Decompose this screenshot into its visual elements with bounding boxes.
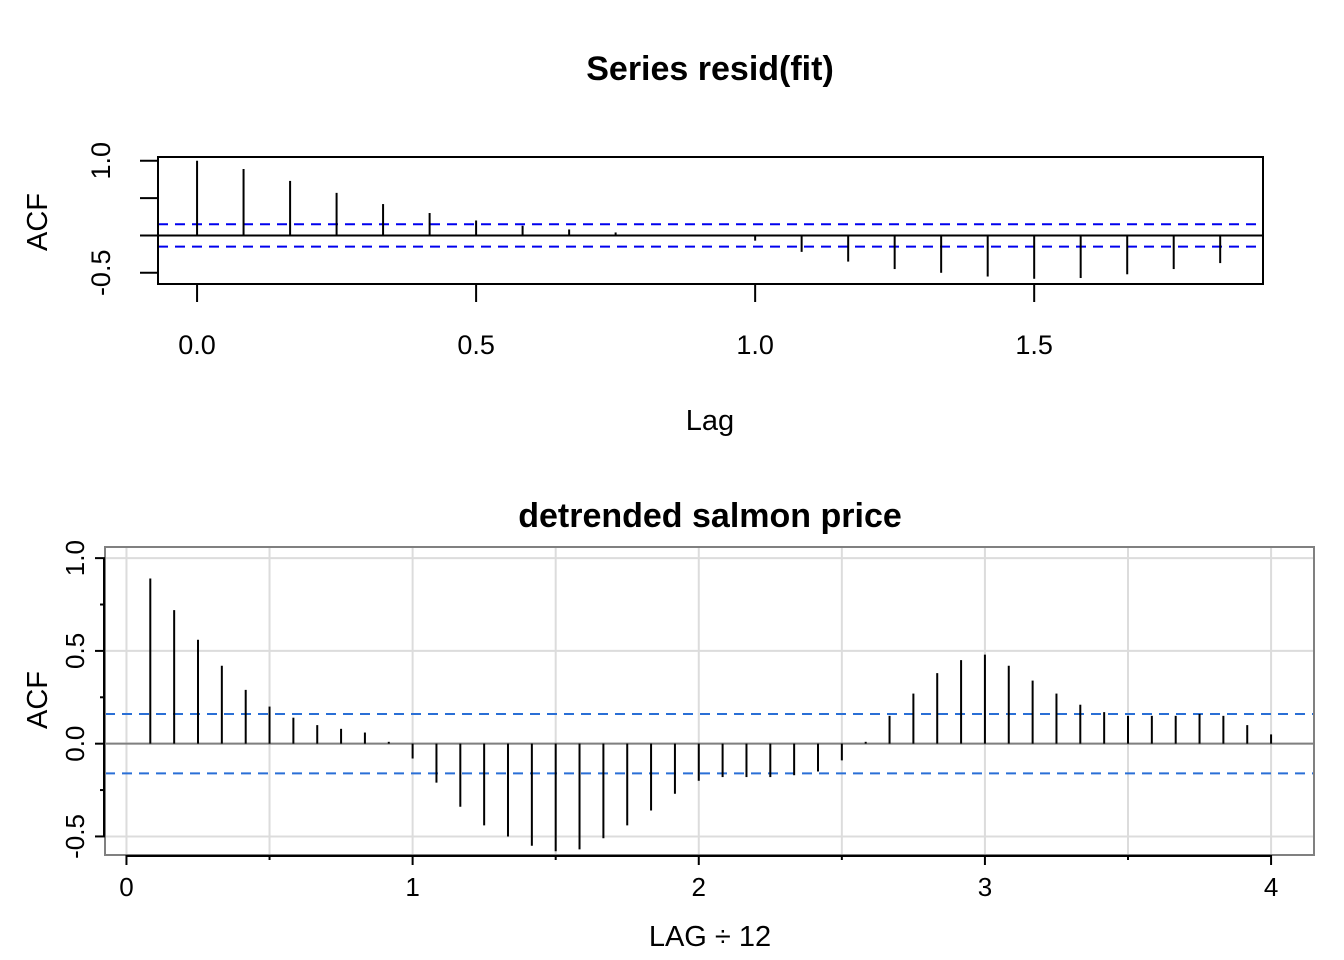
chart1-xlabel: Lag bbox=[686, 405, 734, 437]
chart1-x-tick-label: 0.0 bbox=[178, 330, 216, 360]
chart1-x-tick-label: 1.0 bbox=[736, 330, 774, 360]
chart2-y-tick-label: -0.5 bbox=[60, 814, 90, 859]
chart2-y-tick-label: 1.0 bbox=[60, 540, 90, 576]
chart1-y-tick-label: -0.5 bbox=[86, 250, 116, 297]
chart1-x-tick-label: 1.5 bbox=[1015, 330, 1053, 360]
chart2-x-tick-label: 1 bbox=[405, 872, 419, 902]
chart2-y-tick-label: 0.5 bbox=[60, 633, 90, 669]
chart1-title: Series resid(fit) bbox=[586, 50, 834, 88]
chart1-y-tick-label: 1.0 bbox=[86, 142, 116, 180]
chart2-x-tick-label: 3 bbox=[978, 872, 992, 902]
chart2-x-tick-label: 0 bbox=[119, 872, 133, 902]
chart2-ylabel: ACF bbox=[22, 671, 54, 729]
chart1-plot: 0.0 0.5 1.0 1.5 -0.5 1.0 bbox=[86, 142, 1264, 360]
chart2-plot: 0 1 2 3 4 -0.5 0.0 0.5 1.0 bbox=[60, 540, 1315, 902]
chart2-xlabel: LAG ÷ 12 bbox=[649, 921, 771, 953]
chart2-title: detrended salmon price bbox=[518, 497, 902, 535]
chart2-x-tick-label: 4 bbox=[1264, 872, 1278, 902]
chart1-x-tick-label: 0.5 bbox=[457, 330, 495, 360]
chart1-ylabel: ACF bbox=[22, 193, 54, 251]
chart2-x-tick-label: 2 bbox=[692, 872, 706, 902]
chart2-plot-frame bbox=[104, 546, 1315, 856]
chart1-plot-frame bbox=[157, 156, 1264, 285]
chart2-y-tick-label: 0.0 bbox=[60, 726, 90, 762]
